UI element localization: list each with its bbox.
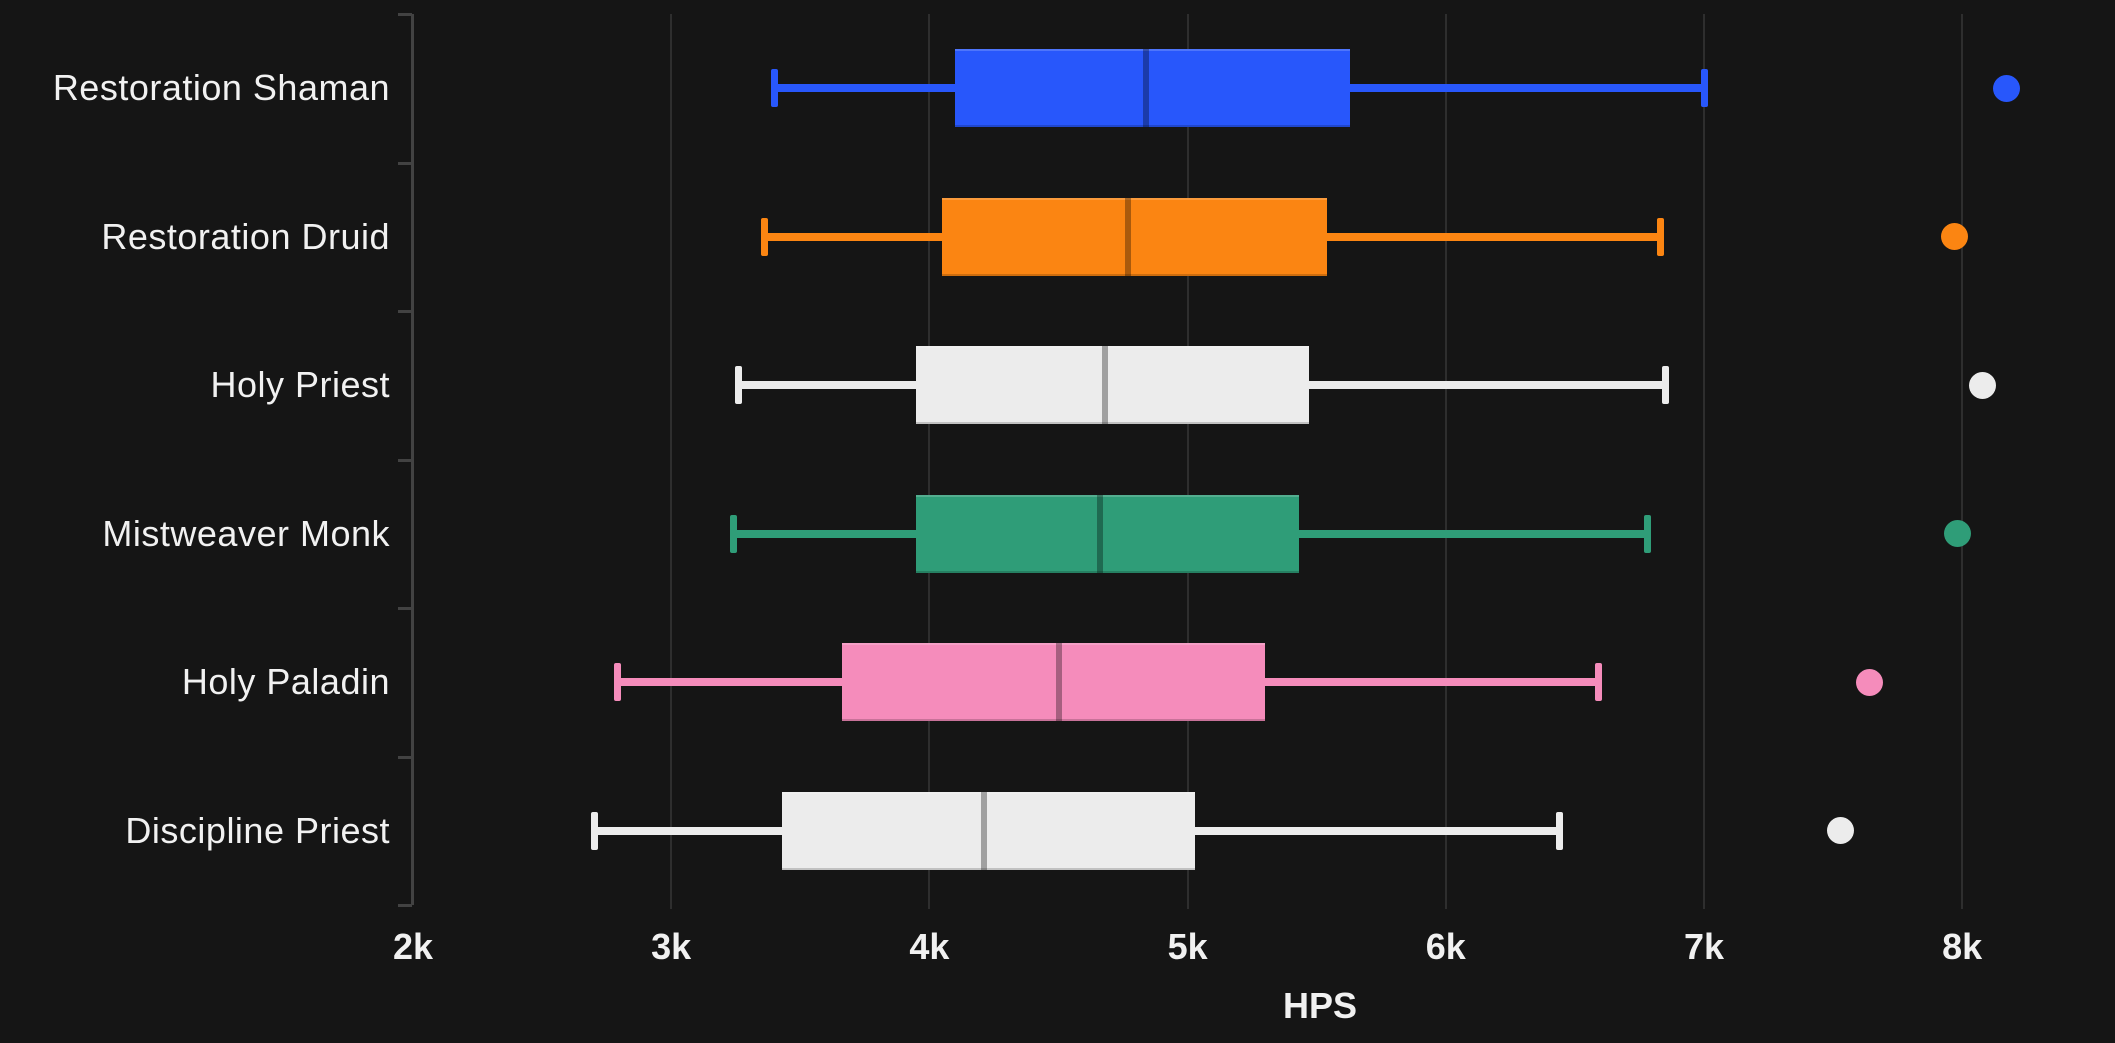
gridline — [670, 14, 673, 909]
whisker-cap-max — [1644, 514, 1652, 553]
whisker-cap-max — [1657, 217, 1665, 256]
median-line — [1055, 643, 1062, 722]
median-line — [1143, 49, 1150, 128]
median-line — [1096, 494, 1103, 573]
gridline — [1961, 14, 1964, 909]
iqr-box — [916, 346, 1309, 425]
x-axis-title: HPS — [1282, 985, 1358, 1026]
category-label: Restoration Shaman — [52, 67, 390, 109]
gridline — [1186, 14, 1189, 909]
x-tick-label: 8k — [1942, 926, 1983, 967]
gridline — [928, 14, 931, 909]
gridline — [1444, 14, 1447, 909]
y-axis-tick — [398, 13, 412, 16]
y-axis-line — [411, 14, 414, 905]
x-tick-label: 7k — [1683, 926, 1725, 967]
x-tick-label: 5k — [1167, 926, 1208, 967]
outlier-point — [1943, 520, 1971, 548]
category-label: Holy Priest — [210, 364, 390, 406]
y-axis-tick — [398, 310, 412, 313]
whisker-cap-max — [1662, 366, 1670, 405]
y-axis-tick — [398, 607, 412, 610]
y-axis-tick — [398, 161, 412, 165]
category-label: Mistweaver Monk — [102, 512, 390, 554]
whisker-cap-max — [1595, 663, 1603, 702]
whisker-cap-max — [1556, 811, 1564, 850]
whisker-cap-min — [735, 366, 743, 405]
iqr-box — [916, 494, 1299, 573]
y-axis-tick — [398, 755, 412, 759]
whisker-cap-min — [590, 811, 598, 850]
x-tick-label: 3k — [651, 926, 692, 967]
category-label: Restoration Druid — [101, 215, 390, 257]
iqr-box — [955, 49, 1351, 128]
category-label: Holy Paladin — [181, 661, 390, 703]
outlier-point — [1992, 74, 2020, 102]
x-tick-label: 2k — [392, 926, 434, 967]
outlier-point — [1827, 817, 1855, 845]
whisker-cap-min — [613, 663, 621, 702]
whisker-cap-min — [730, 514, 738, 553]
median-line — [980, 791, 987, 870]
y-axis-tick — [398, 458, 412, 462]
outlier-point — [1855, 668, 1883, 696]
whisker-cap-max — [1701, 69, 1708, 108]
outlier-point — [1940, 223, 1968, 251]
iqr-box — [841, 643, 1266, 722]
median-line — [1125, 197, 1132, 276]
x-tick-label: 6k — [1425, 926, 1466, 967]
y-axis-tick — [398, 904, 412, 907]
median-line — [1101, 346, 1108, 425]
iqr-box — [782, 791, 1196, 870]
whisker-cap-min — [761, 217, 769, 256]
category-label: Discipline Priest — [125, 809, 390, 851]
outlier-point — [1969, 371, 1997, 399]
x-tick-label: 4k — [909, 926, 950, 967]
gridline — [1703, 14, 1705, 909]
iqr-box — [942, 197, 1327, 276]
whisker-cap-min — [771, 69, 779, 108]
